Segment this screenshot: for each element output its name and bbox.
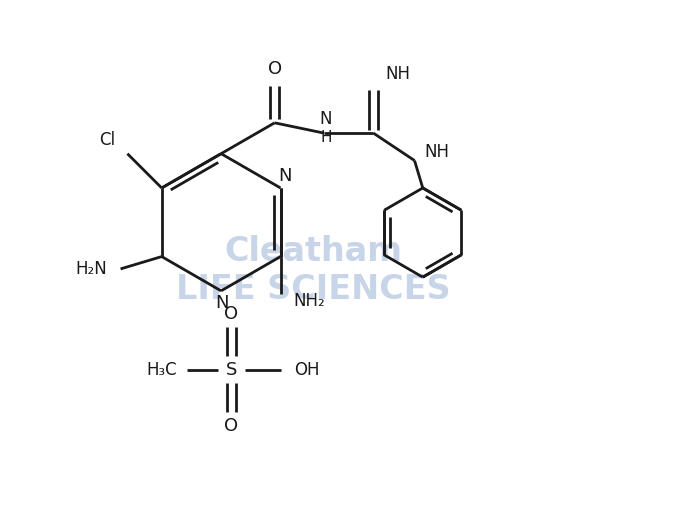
- Text: OH: OH: [294, 361, 319, 379]
- Text: NH₂: NH₂: [294, 292, 325, 310]
- Text: O: O: [224, 417, 239, 435]
- Text: Cl: Cl: [99, 131, 115, 149]
- Text: NH: NH: [385, 65, 410, 83]
- Text: H₃C: H₃C: [146, 361, 177, 379]
- Text: N: N: [278, 166, 292, 185]
- Text: N: N: [319, 110, 332, 128]
- Text: O: O: [267, 60, 282, 79]
- Text: H₂N: H₂N: [76, 260, 108, 278]
- Text: H: H: [320, 131, 332, 146]
- Text: Cleatham
LIFE SCIENCES: Cleatham LIFE SCIENCES: [176, 235, 451, 306]
- Text: O: O: [224, 305, 239, 322]
- Text: S: S: [226, 361, 237, 379]
- Text: NH: NH: [425, 144, 450, 161]
- Text: N: N: [216, 294, 229, 312]
